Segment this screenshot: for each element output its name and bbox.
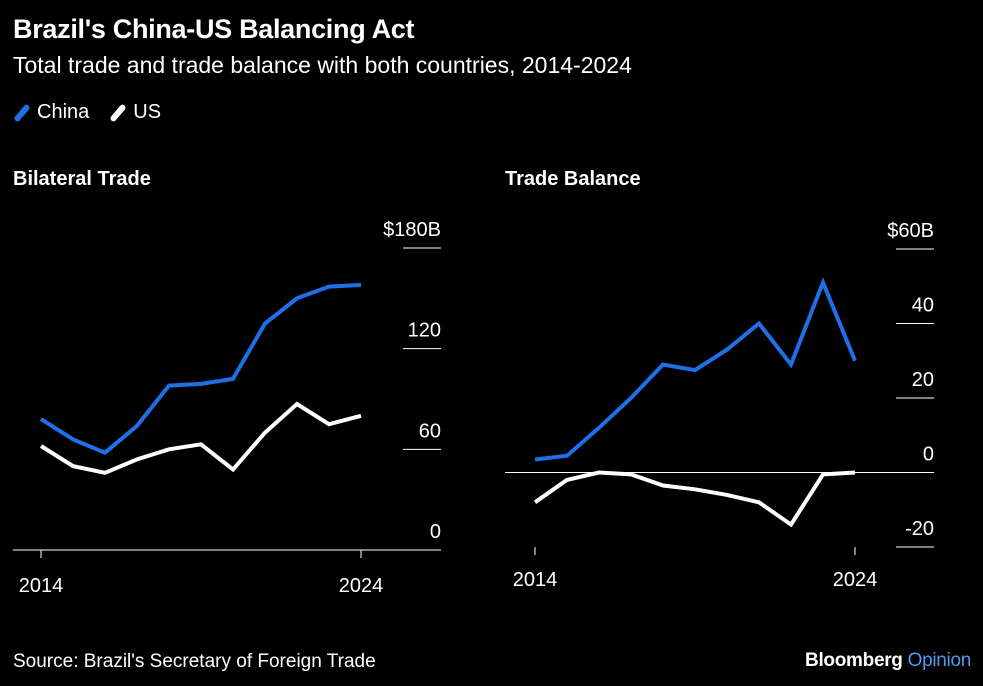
chart-subtitle: Total trade and trade balance with both … (13, 52, 632, 78)
series-line-bilateral-china (39, 282, 362, 456)
panel-title-bilateral-trade: Bilateral Trade (13, 168, 151, 190)
y-tick-label-bilateral-3: $180B (383, 219, 441, 241)
series-line-bilateral-us (39, 401, 362, 475)
y-tick-label-balance-4: $60B (887, 220, 934, 242)
legend-item-china: China (13, 101, 89, 124)
y-tick-label-bilateral-2: 120 (408, 320, 441, 342)
x-tick-label-bilateral-0: 2014 (19, 575, 64, 597)
y-tick-label-balance-2: 20 (912, 369, 934, 391)
series-line-balance-us (533, 470, 856, 528)
source-note: Source: Brazil's Secretary of Foreign Tr… (13, 651, 376, 672)
x-tick-label-balance-1: 2024 (833, 569, 878, 591)
chart-title: Brazil's China-US Balancing Act (13, 14, 415, 44)
panel-title-trade-balance: Trade Balance (505, 168, 641, 190)
brand-primary: Bloomberg (805, 650, 903, 671)
y-tick-label-balance-0: -20 (905, 518, 934, 540)
x-tick-label-balance-0: 2014 (513, 569, 558, 591)
legend: China US (13, 101, 181, 124)
legend-label-us: US (133, 101, 162, 123)
brand-secondary: Opinion (907, 650, 972, 671)
x-tick-label-bilateral-1: 2024 (339, 575, 384, 597)
y-tick-label-bilateral-0: 0 (430, 521, 441, 543)
y-tick-label-balance-3: 40 (912, 295, 934, 317)
series-line-balance-china (534, 277, 857, 462)
legend-label-china: China (37, 101, 90, 123)
y-tick-label-bilateral-1: 60 (419, 420, 441, 442)
brand-logo: Bloomberg Opinion (805, 650, 971, 672)
y-tick-label-balance-1: 0 (923, 444, 934, 466)
legend-item-us: US (109, 101, 161, 124)
